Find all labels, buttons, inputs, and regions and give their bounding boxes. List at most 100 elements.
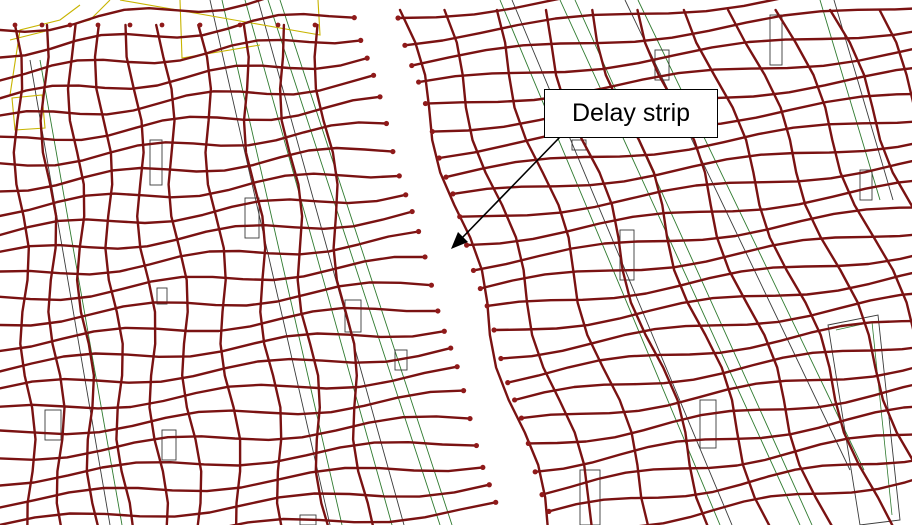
tendon-left: [0, 255, 427, 302]
tendon-anchor: [358, 37, 364, 43]
tendon-anchor: [395, 15, 401, 21]
tendon-anchor: [428, 282, 435, 288]
tendon-left: [0, 281, 433, 327]
tendon-right-vertical: [398, 8, 549, 525]
tendon-anchor: [436, 155, 442, 161]
column-outline: [344, 299, 362, 333]
tendon-left: [0, 441, 478, 487]
callout-arrow-line: [461, 136, 561, 239]
tendon-right: [417, 30, 912, 84]
tendon-right-vertical: [443, 8, 593, 525]
tendon-right: [410, 7, 912, 67]
tendon-anchor: [473, 442, 480, 449]
delay-strip-label: Delay strip: [571, 99, 691, 127]
tendon-left: [0, 56, 369, 100]
tendon-anchor: [441, 328, 447, 334]
tendon-right: [527, 383, 912, 445]
column-outline: [579, 469, 601, 525]
tendon-left: [0, 306, 440, 353]
tendon-right: [520, 366, 912, 420]
delay-strip-callout: Delay strip: [544, 89, 718, 138]
tendon-anchor: [377, 94, 383, 100]
tendon-anchor: [457, 214, 463, 220]
tendon-right: [547, 459, 912, 513]
tendon-left-vertical: [12, 23, 37, 525]
tendon-anchor: [402, 42, 408, 48]
tendon-anchor: [39, 22, 45, 28]
column-outline: [859, 169, 873, 201]
tendon-left-vertical: [93, 23, 134, 525]
tendon-left: [0, 346, 452, 390]
tendon-left: [229, 501, 497, 525]
tendon-anchor: [159, 22, 165, 28]
tendon-right: [486, 254, 912, 308]
tendon-right: [396, 0, 560, 20]
tendon-right-vertical: [544, 8, 709, 525]
tendon-anchor: [498, 355, 504, 362]
tendon-right: [506, 319, 912, 384]
tendon-left: [0, 95, 382, 142]
tendon-anchor: [464, 242, 470, 248]
tendon-left: [0, 193, 407, 237]
tendon-right-vertical: [828, 8, 912, 209]
tendon-anchor: [460, 388, 467, 394]
column-outline: [44, 409, 62, 441]
tendon-right: [444, 120, 912, 179]
tendon-right-vertical: [878, 8, 912, 103]
beam-outline: [209, 0, 331, 525]
tendon-left: [0, 466, 485, 509]
column-outline: [827, 314, 901, 525]
tendon-anchor: [480, 464, 486, 471]
highlighted-panel-outline: [11, 94, 46, 131]
tendon-anchor: [470, 267, 477, 274]
beam-outline: [574, 0, 813, 525]
tendon-anchor: [429, 128, 435, 135]
callout-arrow: [451, 136, 561, 249]
tendon-anchor: [448, 345, 454, 351]
tendon-left-vertical: [155, 23, 203, 525]
tendon-left-vertical: [124, 23, 170, 525]
tendon-right-vertical: [726, 8, 912, 462]
tendon-anchor: [312, 22, 318, 28]
column-outline: [161, 429, 177, 461]
tendon-left: [0, 74, 375, 117]
tendon-right: [451, 142, 912, 196]
tendon-anchor: [435, 308, 441, 314]
beam-outline: [39, 59, 123, 525]
tendon-anchor: [351, 15, 357, 21]
tendon-anchor: [409, 62, 415, 69]
tendon-anchor: [364, 55, 370, 61]
tendon-right: [492, 271, 912, 332]
tendon-anchor: [539, 492, 545, 498]
tendon-anchor: [477, 285, 483, 292]
tendon-anchor: [415, 228, 422, 235]
tendon-anchor: [67, 22, 73, 28]
column-outline: [244, 197, 260, 239]
tendon-anchors: [12, 15, 552, 515]
tendon-left: [0, 172, 401, 218]
tendon-right: [472, 206, 912, 272]
tendon-anchor: [383, 120, 390, 127]
tendon-right: [458, 159, 912, 218]
tendon-anchor: [525, 440, 531, 447]
tendon-anchor: [532, 469, 538, 475]
tendon-left-vertical: [313, 23, 374, 525]
tendon-anchor: [422, 254, 428, 260]
tendon-anchor: [518, 415, 525, 421]
tendon-left: [0, 0, 265, 33]
tendon-anchor: [370, 72, 377, 78]
tendon-anchor: [396, 173, 402, 179]
tendon-anchor: [467, 415, 473, 422]
tendon-left-vertical: [66, 23, 99, 525]
tendon-anchor: [505, 380, 511, 386]
tendon-left: [0, 121, 388, 167]
tendon-left: [0, 415, 472, 461]
column-outline: [699, 399, 717, 449]
tendon-anchor: [275, 22, 281, 28]
beam-outline: [819, 0, 881, 201]
tendon-anchor: [127, 22, 133, 28]
column-outline: [156, 287, 168, 305]
callout-arrow-head: [451, 232, 468, 249]
